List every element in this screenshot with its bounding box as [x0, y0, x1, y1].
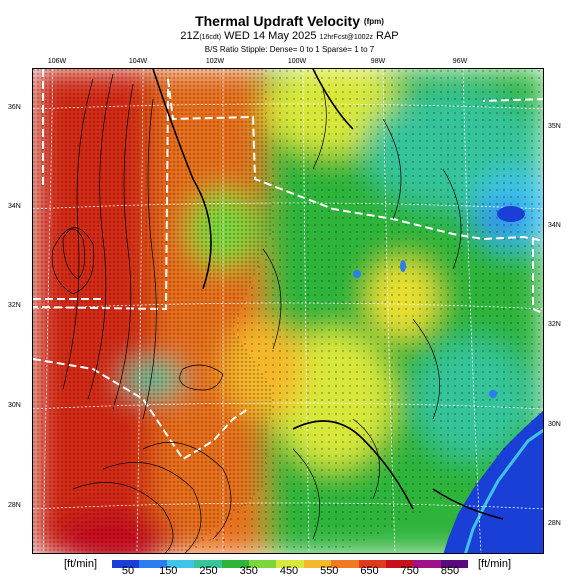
- colorbar: [112, 560, 469, 568]
- latitude-label: 35N: [548, 123, 561, 130]
- colorbar-tick-label: 150: [159, 565, 178, 577]
- colorbar-tick-label: 250: [199, 565, 218, 577]
- latitude-label: 28N: [8, 502, 21, 509]
- low-updraft-cell: [497, 206, 525, 222]
- colorbar-tick-label: 750: [400, 565, 419, 577]
- latitude-label: 28N: [548, 520, 561, 527]
- longitude-label: 104W: [128, 58, 148, 65]
- colorbar-tick-label: 350: [239, 565, 258, 577]
- colorbar-swatch: [440, 560, 469, 568]
- stipple-note: B/S Ratio Stipple: Dense= 0 to 1 Sparse=…: [204, 45, 375, 54]
- colorbar-swatch: [194, 560, 222, 568]
- latitude-label: 34N: [8, 203, 21, 210]
- low-updraft-cell: [489, 390, 497, 398]
- longitude-label: 106W: [47, 58, 67, 65]
- stipple-dense-area: [33, 69, 273, 553]
- lat-lon-grid: [33, 69, 543, 553]
- colorbar-tick-label: 550: [320, 565, 339, 577]
- forecast-map: [32, 68, 544, 554]
- latitude-label: 34N: [548, 222, 561, 229]
- colorbar-tick-label: 650: [360, 565, 379, 577]
- forecast-subtitle: 21Z(16cdt) WED 14 May 2025 12hrFcst@1002…: [180, 30, 399, 42]
- longitude-label: 96W: [452, 58, 468, 65]
- low-updraft-cell: [353, 270, 361, 278]
- longitude-label: 98W: [370, 58, 386, 65]
- latitude-label: 36N: [8, 104, 21, 111]
- title-unit: (fpm): [363, 17, 384, 26]
- longitude-label: 100W: [287, 58, 307, 65]
- map-canvas: [33, 69, 543, 553]
- colorbar-swatch: [303, 560, 332, 568]
- colorbar-tick-label: 450: [279, 565, 299, 577]
- coastline-shelf: [464, 428, 543, 553]
- state-borders: [33, 69, 543, 461]
- colorbar-swatch: [413, 560, 441, 568]
- colorbar-swatch: [221, 560, 249, 568]
- low-updraft-cell: [400, 260, 406, 272]
- colorbar-swatch: [331, 560, 359, 568]
- colorbar-unit-right: [ft/min]: [478, 558, 512, 570]
- page-title: Thermal Updraft Velocity (fpm): [195, 13, 384, 29]
- colorbar-swatch: [358, 560, 386, 568]
- longitude-label: 102W: [205, 58, 225, 65]
- latitude-label: 32N: [548, 321, 561, 328]
- contour-lines: [51, 73, 462, 553]
- colorbar-swatch: [166, 560, 195, 568]
- colorbar-tick-label: 50: [121, 565, 135, 577]
- colorbar-swatch: [385, 560, 414, 568]
- colorbar-swatch: [276, 560, 304, 568]
- gulf-water: [443, 410, 543, 553]
- major-contours: [152, 69, 504, 520]
- latitude-label: 30N: [8, 402, 21, 409]
- colorbar-swatch: [248, 560, 277, 568]
- colorbar-swatch: [139, 560, 167, 568]
- latitude-label: 32N: [8, 302, 21, 309]
- colorbar-tick-label: 850: [440, 565, 460, 577]
- latitude-label: 30N: [548, 421, 561, 428]
- colorbar-unit-left: [ft/min]: [64, 558, 98, 570]
- colorbar-swatch: [112, 560, 140, 568]
